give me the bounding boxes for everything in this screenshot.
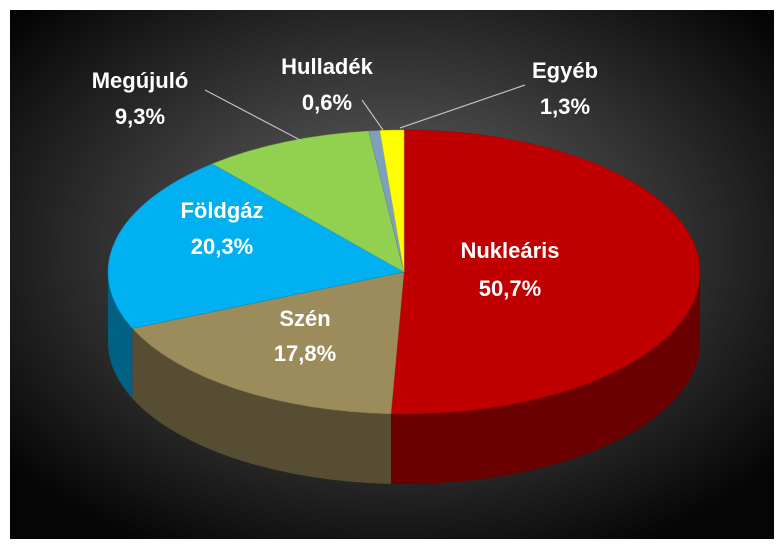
value-label: 17,8% [274, 341, 336, 366]
leader-line [399, 84, 526, 129]
slice [379, 129, 405, 273]
slice [107, 163, 405, 329]
leader-line [361, 99, 384, 131]
labels: Nukleáris 50,7% Szén 17,8% Földgáz 20,3% Megúj… [92, 54, 598, 366]
value-label: 50,7% [479, 276, 541, 301]
value-label: 1,3% [540, 94, 590, 119]
slice-side [390, 272, 700, 484]
value-label: 20,3% [191, 234, 253, 259]
slice-side [108, 272, 133, 399]
value-label: 0,6% [302, 90, 352, 115]
category-label: Földgáz [180, 198, 263, 223]
slice [131, 271, 405, 415]
slice-side [132, 328, 391, 484]
category-label: Egyéb [532, 58, 598, 83]
slice [390, 129, 701, 415]
pie-sides [108, 272, 700, 484]
leader-line [204, 89, 301, 141]
slice [211, 130, 405, 273]
category-label: Nukleáris [460, 238, 559, 263]
category-label: Hulladék [281, 54, 373, 79]
category-label: Megújuló [92, 68, 189, 93]
category-label: Szén [279, 306, 330, 331]
pie-tops [107, 129, 701, 415]
value-label: 9,3% [115, 104, 165, 129]
